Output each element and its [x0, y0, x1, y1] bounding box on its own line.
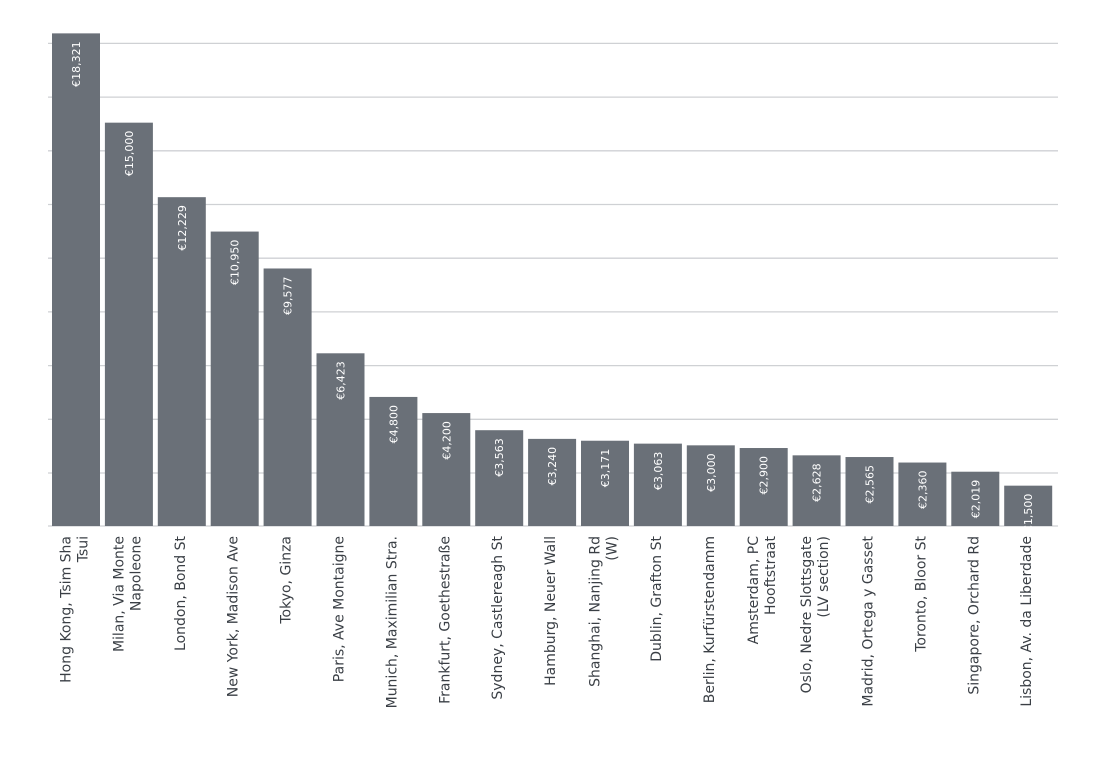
category-label-line: Lisbon, Av. da Liberdade [1019, 536, 1035, 707]
bar-value-label: €2,628 [811, 463, 824, 502]
category-label-line: Berlin, Kurfürstendamm [702, 536, 718, 703]
bar-value-label: €2,900 [758, 456, 771, 495]
category-label-line: Oslo, Nedre Slottsgate [799, 536, 815, 693]
category-label: Toronto, Bloor St [913, 535, 929, 652]
bar [475, 430, 524, 526]
bar [316, 353, 365, 526]
category-label-line: Napoleone [128, 536, 144, 611]
data-labels: €18,321 €15,000 €12,229 €10,950 €9,577 €6,423… [70, 41, 1035, 532]
bar-value-label: €2,360 [916, 471, 929, 510]
category-label-line: Singapore, Orchard Rd [966, 536, 982, 695]
category-label: Sydney, Castlereagh St [490, 536, 506, 700]
bar [369, 396, 418, 526]
category-label: Madrid, Ortega y Gasset [861, 535, 877, 706]
bar [633, 443, 682, 526]
bar [104, 122, 153, 527]
bar-value-label: €12,229 [176, 205, 189, 251]
category-label-line: Hooftstraat [763, 536, 779, 616]
category-label: New York, Madison Ave [226, 536, 242, 697]
category-label: Lisbon, Av. da Liberdade [1019, 536, 1035, 707]
bar [1004, 485, 1053, 526]
category-label-line: Shanghai, Nanjing Rd [588, 536, 604, 687]
category-label-line: Hong Kong, Tsim Sha [59, 536, 75, 683]
category-label-line: Milan, Via Monte [111, 536, 127, 652]
category-label: Milan, Via MonteNapoleone [111, 536, 144, 652]
bar-value-label: €1,500 [1022, 494, 1035, 532]
bar-value-label: €18,321 [70, 41, 83, 87]
category-label: Amsterdam, PCHooftstraat [746, 536, 779, 645]
category-label: Dublin, Grafton St [649, 535, 665, 661]
bar [528, 438, 577, 526]
category-label-line: (LV section) [816, 536, 832, 618]
bar [739, 448, 788, 526]
category-label-line: Paris, Ave Montaigne [332, 536, 348, 682]
bar-value-label: €6,423 [335, 361, 348, 400]
category-label-line: Frankfurt, Goethestraße [437, 536, 453, 704]
bar-value-label: €3,563 [493, 438, 506, 477]
bar-value-label: €4,800 [387, 405, 400, 444]
category-label-line: Tokyo, Ginza [279, 536, 295, 625]
bar [52, 33, 100, 527]
bar [157, 197, 206, 526]
category-label-line: Dublin, Grafton St [649, 535, 665, 661]
bar-value-label: €15,000 [123, 131, 136, 177]
bar-value-label: €3,171 [599, 449, 612, 488]
category-label-line: Toronto, Bloor St [913, 535, 929, 652]
category-label-line: New York, Madison Ave [226, 536, 242, 697]
bar-value-label: €10,950 [229, 240, 242, 285]
bar-value-label: €3,063 [652, 452, 665, 491]
bars [52, 33, 1053, 527]
category-label: Berlin, Kurfürstendamm [702, 536, 718, 703]
bar [951, 471, 1000, 526]
category-label-line: Tsui [76, 536, 92, 563]
bar-value-label: €4,200 [440, 421, 453, 460]
bar [581, 440, 629, 526]
category-label: Tokyo, Ginza [279, 536, 295, 625]
category-label-line: Munich, Maximilian Stra. [384, 536, 400, 708]
category-label-line: London, Bond St [173, 536, 189, 651]
category-label: London, Bond St [173, 536, 189, 651]
category-label: Oslo, Nedre Slottsgate(LV section) [799, 536, 832, 693]
category-label: Hamburg, Neuer Wall [543, 536, 559, 686]
category-label-line: (W) [605, 536, 621, 561]
bar [686, 445, 735, 526]
category-label: Shanghai, Nanjing Rd(W) [588, 536, 621, 687]
category-tick-labels: Hong Kong, Tsim ShaTsui Milan, Via MonteN… [59, 535, 1036, 708]
bar [898, 462, 947, 526]
bar [845, 457, 894, 526]
bar-value-label: €2,565 [864, 465, 877, 504]
bar-value-label: €2,019 [969, 480, 982, 518]
category-label: Hong Kong, Tsim ShaTsui [59, 536, 92, 683]
category-label: Munich, Maximilian Stra. [384, 536, 400, 708]
bar [210, 231, 259, 527]
category-label: Paris, Ave Montaigne [332, 536, 348, 682]
bar-value-label: €3,240 [546, 447, 559, 486]
bar [792, 455, 841, 526]
bar-value-label: €3,000 [705, 453, 718, 492]
bar [263, 268, 312, 526]
bar-value-label: €9,577 [282, 276, 295, 315]
category-label: Frankfurt, Goethestraße [437, 536, 453, 704]
category-label-line: Hamburg, Neuer Wall [543, 536, 559, 686]
category-label-line: Amsterdam, PC [746, 536, 762, 645]
category-label-line: Sydney, Castlereagh St [490, 536, 506, 700]
category-label: Singapore, Orchard Rd [966, 536, 982, 695]
bar [422, 413, 471, 526]
category-label-line: Madrid, Ortega y Gasset [861, 535, 877, 706]
